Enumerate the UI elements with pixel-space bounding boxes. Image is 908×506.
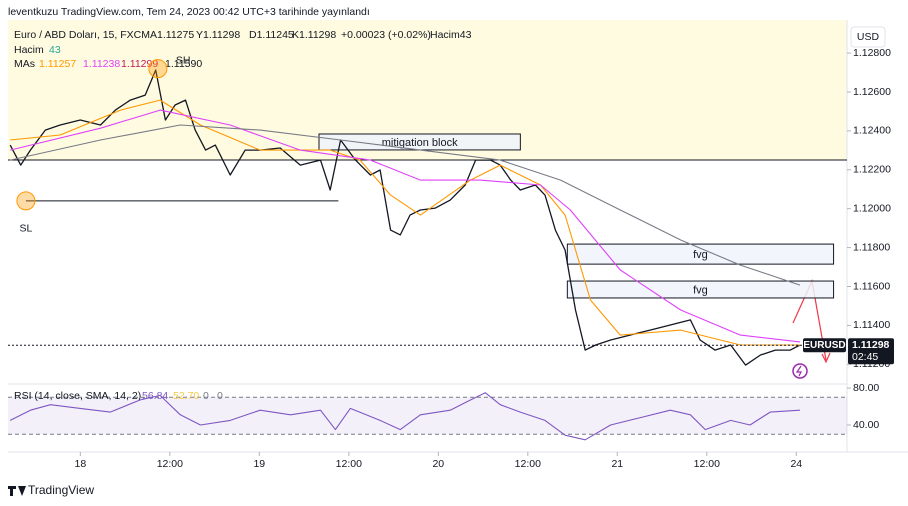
close: K1.11298 bbox=[292, 29, 336, 41]
swing-point bbox=[16, 191, 36, 211]
series-line bbox=[9, 392, 801, 441]
arrow-head bbox=[821, 352, 831, 364]
countdown: 02:45 bbox=[852, 351, 878, 363]
rsi-value: 0 bbox=[217, 390, 223, 402]
y-tick-label: 1.11800 bbox=[853, 241, 890, 253]
x-tick-label: 12:00 bbox=[157, 458, 183, 470]
ma-value: 1.11238 bbox=[83, 58, 120, 70]
currency[interactable]: USD bbox=[857, 31, 880, 43]
rsi-value: 56.84 bbox=[142, 390, 168, 402]
swing-label: SH bbox=[176, 54, 191, 66]
series-line bbox=[9, 69, 801, 366]
swing-label: SL bbox=[19, 223, 32, 235]
ma-value: 1.11257 bbox=[39, 58, 76, 70]
ma-value: 1.11590 bbox=[165, 58, 202, 70]
rsi-band-fill bbox=[8, 397, 847, 435]
high: Y1.11298 bbox=[196, 29, 240, 41]
alert-bolt bbox=[795, 365, 802, 377]
annotation-box bbox=[566, 243, 835, 265]
y-tick-label: 1.12800 bbox=[853, 47, 891, 59]
brand-logo[interactable] bbox=[8, 486, 26, 496]
series-line bbox=[10, 124, 801, 286]
swing-point bbox=[148, 59, 168, 79]
y-tick-label: 40.00 bbox=[853, 419, 879, 431]
rsi-value: 52.70 bbox=[173, 390, 199, 402]
published-note: leventkuzu TradingView.com, Tem 24, 2023… bbox=[8, 6, 370, 18]
symbol-tag bbox=[803, 338, 846, 353]
change: +0.00023 (+0.02%) bbox=[341, 29, 431, 41]
volume-label: Hacim bbox=[14, 44, 44, 56]
rsi-bands bbox=[8, 396, 847, 435]
price-tag-text: 1.11298 bbox=[852, 339, 890, 351]
x-tick-label: 12:00 bbox=[336, 458, 362, 470]
rsi-pane bbox=[8, 386, 847, 448]
open: A1.11275 bbox=[150, 29, 194, 41]
mas-label: MAs bbox=[14, 58, 35, 70]
annotation-text: mitigation block bbox=[382, 137, 458, 149]
y-tick-label: 1.11600 bbox=[853, 280, 890, 292]
y-tick-label: 1.12000 bbox=[853, 202, 891, 214]
x-tick-label: 12:00 bbox=[694, 458, 720, 470]
volume-value: 43 bbox=[49, 44, 61, 56]
x-tick-label: 24 bbox=[790, 458, 802, 470]
y-tick-label: 1.11400 bbox=[853, 319, 890, 331]
symbol: Euro / ABD Doları, 15, FXCM bbox=[14, 29, 150, 41]
alert-icon[interactable] bbox=[792, 363, 808, 379]
y-tick-label: 80.00 bbox=[853, 382, 879, 394]
low: D1.11245 bbox=[249, 29, 294, 41]
series-line bbox=[10, 99, 800, 346]
volume-inline: Hacim43 bbox=[430, 29, 472, 41]
symbol-tag-text: EURUSD bbox=[803, 340, 845, 351]
series-line bbox=[10, 109, 801, 343]
x-tick-label: 19 bbox=[253, 458, 265, 470]
price-tag bbox=[848, 338, 894, 365]
currency-box[interactable] bbox=[850, 26, 886, 48]
x-tick-label: 12:00 bbox=[515, 458, 541, 470]
annotation-text: fvg bbox=[693, 284, 708, 296]
y-tick-label: 1.12400 bbox=[853, 125, 891, 137]
x-tick-label: 18 bbox=[74, 458, 86, 470]
rsi-label: RSI (14, close, SMA, 14, 2) bbox=[14, 390, 141, 402]
y-tick-label: 1.12600 bbox=[853, 86, 891, 98]
x-tick-label: 21 bbox=[611, 458, 623, 470]
annotation-box bbox=[566, 280, 835, 299]
rsi-value: 0 bbox=[203, 390, 209, 402]
y-tick-label: 1.12200 bbox=[853, 164, 891, 176]
x-tick-label: 20 bbox=[432, 458, 444, 470]
brand[interactable]: TradingView bbox=[28, 483, 94, 497]
annotation-text: fvg bbox=[693, 249, 708, 261]
